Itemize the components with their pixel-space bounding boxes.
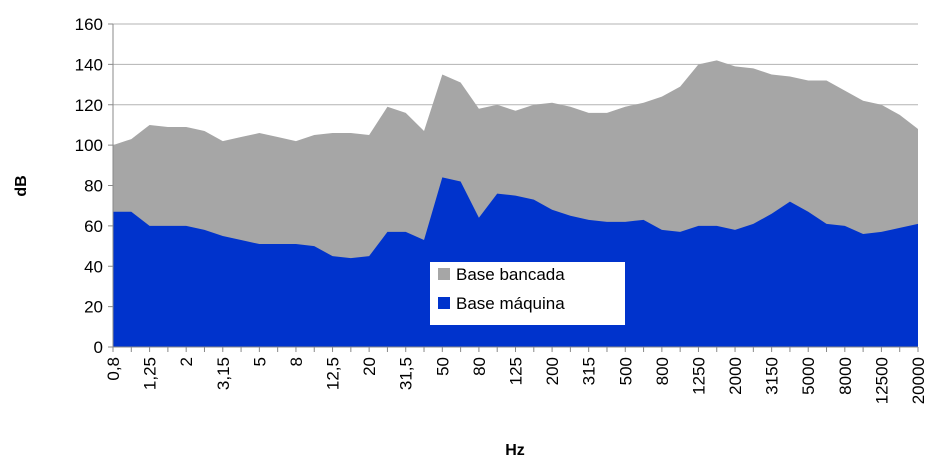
x-tick-label: 50 xyxy=(433,357,452,376)
x-tick-label: 20 xyxy=(360,357,379,376)
y-tick-label: 0 xyxy=(94,338,103,357)
legend-label: Base máquina xyxy=(456,294,565,313)
legend-swatch xyxy=(438,297,450,309)
x-tick-label: 12500 xyxy=(872,357,891,404)
y-tick-label: 20 xyxy=(84,298,103,317)
legend-box xyxy=(430,262,625,325)
x-tick-label: 3150 xyxy=(763,357,782,395)
legend: Base bancada Base máquina xyxy=(430,262,625,325)
x-axis-label: Hz xyxy=(505,442,525,459)
x-tick-label: 5000 xyxy=(799,357,818,395)
y-tick-label: 60 xyxy=(84,217,103,236)
y-tick-label: 40 xyxy=(84,257,103,276)
x-tick-label: 20000 xyxy=(909,357,928,404)
x-tick-label: 2000 xyxy=(726,357,745,395)
x-tick-label: 5 xyxy=(250,357,269,366)
x-tick-label: 315 xyxy=(580,357,599,385)
x-tick-label: 500 xyxy=(616,357,635,385)
x-tick-label: 31,5 xyxy=(397,357,416,390)
x-tick-label: 8000 xyxy=(836,357,855,395)
legend-label: Base bancada xyxy=(456,265,565,284)
x-tick-label: 1250 xyxy=(689,357,708,395)
y-tick-label: 160 xyxy=(75,15,103,34)
x-tick-label: 2 xyxy=(177,357,196,366)
x-tick-label: 8 xyxy=(287,357,306,366)
x-tick-label: 0,8 xyxy=(104,357,123,381)
x-tick-label: 200 xyxy=(543,357,562,385)
x-tick-label: 1,25 xyxy=(141,357,160,390)
y-tick-label: 80 xyxy=(84,177,103,196)
y-tick-label: 120 xyxy=(75,96,103,115)
y-axis-label: dB xyxy=(13,175,30,196)
x-tick-label: 3,15 xyxy=(214,357,233,390)
x-tick-label: 80 xyxy=(470,357,489,376)
y-tick-label: 100 xyxy=(75,136,103,155)
x-tick-label: 800 xyxy=(653,357,672,385)
x-tick-label: 12,5 xyxy=(324,357,343,390)
legend-swatch xyxy=(438,268,450,280)
x-tick-label: 125 xyxy=(507,357,526,385)
y-tick-label: 140 xyxy=(75,55,103,74)
